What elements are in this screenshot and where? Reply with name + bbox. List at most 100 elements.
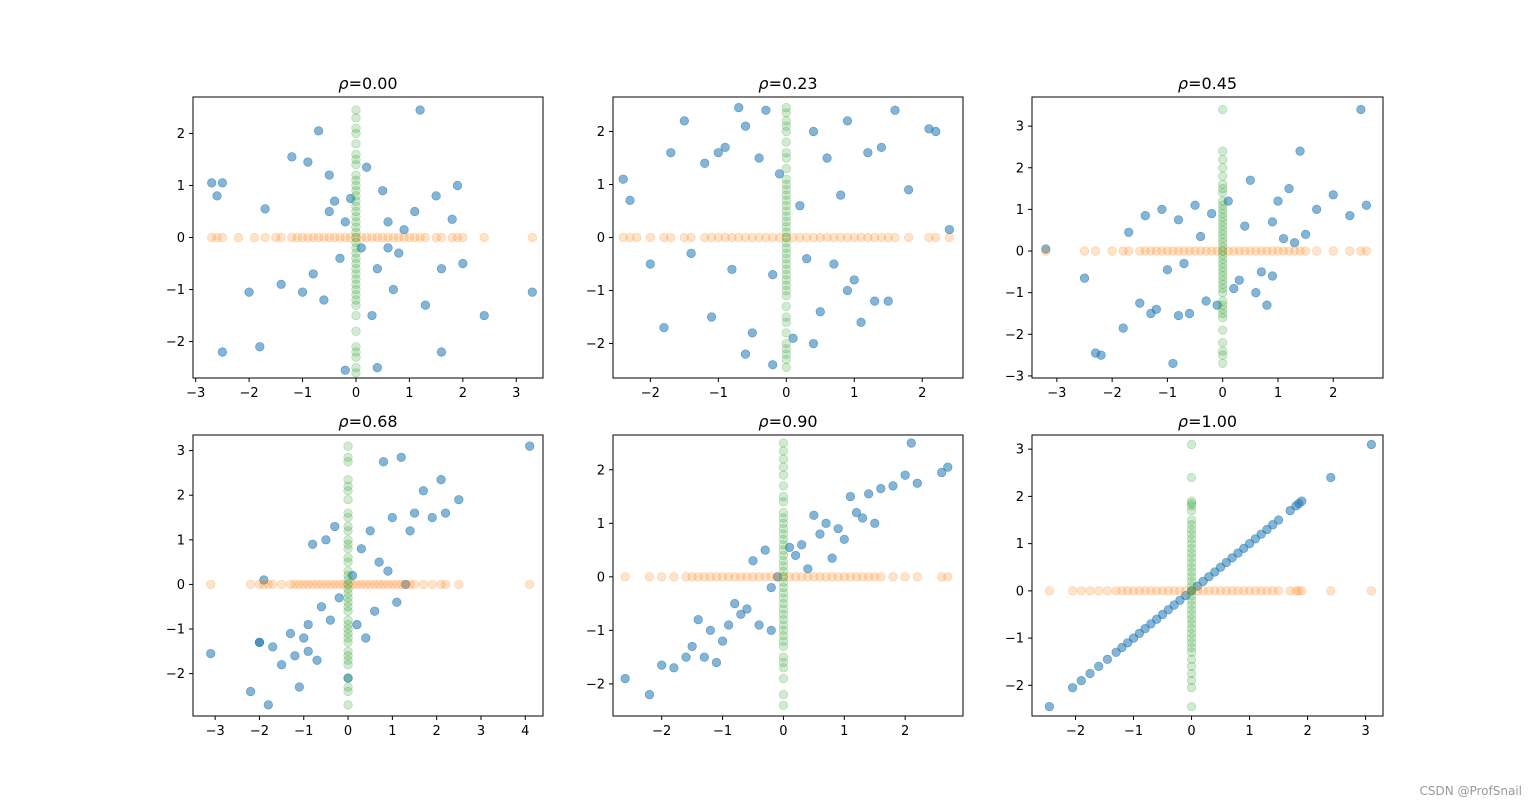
x-marginal-point [931,232,941,243]
joint-point [263,700,273,710]
y-marginal-point [1218,179,1228,190]
y-tick-label: 2 [177,489,185,504]
x-marginal-point [410,232,420,243]
x-marginal-point [325,579,335,590]
joint-point [1168,358,1178,369]
joint-point [383,217,393,227]
y-marginal-point [1218,204,1228,214]
x-marginal-point [303,579,313,590]
x-marginal-point [1215,586,1226,596]
y-marginal-point [1218,196,1228,206]
joint-point [340,365,350,375]
x-marginal-point [724,572,734,582]
y-marginal-point [343,660,353,670]
x-marginal-point [1239,586,1249,596]
x-marginal-point [1195,246,1206,256]
joint-point [842,116,853,126]
y-marginal-point [351,196,361,206]
x-tick-label: 4 [521,724,529,739]
x-marginal-point [778,572,789,582]
y-marginal-point [1186,498,1197,509]
subplot-title: ρ=0.68 [338,412,397,431]
y-marginal-point [1218,275,1228,285]
y-tick-label: 2 [1016,161,1024,176]
y-marginal-point [781,216,791,227]
y-marginal-point [778,620,789,630]
x-marginal-point [409,579,420,590]
joint-point [335,253,345,263]
joint-point [699,652,709,662]
y-marginal-point [778,572,789,582]
x-tick-label: 0 [779,724,787,739]
x-tick-label: 1 [388,724,396,739]
y-marginal-point [1186,586,1197,596]
y-marginal-point [1186,576,1197,587]
joint-point [740,349,751,359]
y-marginal-point [1186,553,1197,563]
joint-point [1245,175,1255,185]
y-marginal-point [781,344,791,354]
x-marginal-point [1198,586,1208,596]
y-marginal-point [1186,505,1197,516]
y-marginal-point [1186,638,1197,648]
x-marginal-point [1301,246,1311,256]
y-marginal-point [781,291,791,301]
x-marginal-point [1256,586,1266,596]
x-marginal-point [378,232,388,243]
x-marginal-point [1218,246,1228,256]
joint-point [1267,271,1278,281]
x-marginal-point [784,572,795,582]
y-marginal-point [343,655,353,665]
axes-frame [612,434,964,717]
y-marginal-point [1218,146,1228,156]
y-marginal-point [351,212,361,222]
y-marginal-point [351,201,361,211]
y-tick-label: −3 [1005,369,1024,384]
x-marginal-point [316,579,327,590]
y-marginal-point [781,137,791,147]
subplot-title: ρ=0.45 [1178,74,1237,93]
y-marginal-point [1186,675,1197,686]
y-marginal-point [778,438,789,448]
y-marginal-point [1186,472,1197,483]
y-marginal-point [1186,624,1197,634]
y-marginal-point [343,651,353,661]
x-marginal-point [645,232,655,243]
x-marginal-point [845,572,855,582]
joint-point [711,657,722,668]
y-marginal-point [351,258,361,269]
x-marginal-point [632,232,642,243]
y-marginal-point [1218,254,1228,264]
y-marginal-point [1186,614,1197,624]
x-tick-label: −1 [709,386,728,401]
joint-point [870,518,880,528]
joint-point [343,673,353,683]
y-marginal-point [778,540,789,550]
y-marginal-point [343,646,353,656]
x-marginal-point [1221,586,1231,596]
joint-point [669,663,679,673]
joint-point [418,486,428,496]
y-marginal-point [351,295,361,305]
x-marginal-point [277,579,287,590]
joint-point [1184,308,1195,319]
x-marginal-point [912,572,922,582]
x-marginal-point [1267,246,1278,256]
title-value: =1.00 [1188,412,1237,431]
joint-point [625,195,635,205]
y-tick-label: 3 [177,444,185,459]
joint-point [795,201,805,211]
title-value: =0.23 [769,74,818,93]
y-marginal-point [778,657,789,668]
joint-point [388,284,398,295]
y-marginal-point [351,300,361,310]
x-marginal-point [347,579,358,590]
joint-point [324,206,334,217]
y-marginal-point [351,347,361,357]
joint-point [788,333,798,343]
y-tick-label: −2 [586,677,605,692]
y-marginal-point [1218,300,1228,310]
x-marginal-point [525,579,535,590]
y-marginal-point [351,362,361,373]
x-marginal-point [374,579,384,590]
